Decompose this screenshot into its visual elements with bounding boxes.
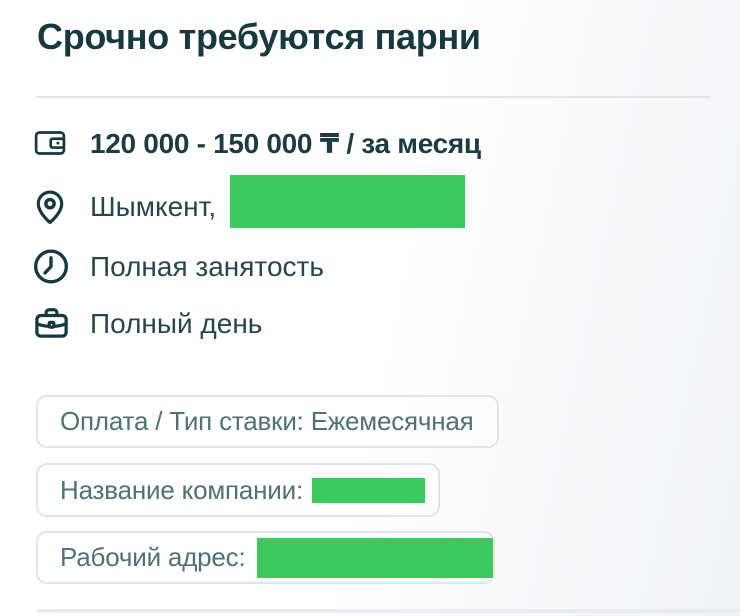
schedule-text: Полный день [90, 307, 263, 339]
salary-text: 120 000 - 150 000 ₸ / за месяц [90, 127, 481, 159]
location-row: Шымкент, [31, 175, 466, 231]
payment-type-chip: Оплата / Тип ставки: Ежемесячная [36, 395, 499, 448]
location-text: Шымкент, [90, 191, 217, 222]
briefcase-icon [31, 304, 72, 343]
page-title: Срочно требуются парни [37, 16, 481, 57]
location-pin-icon [31, 183, 72, 231]
employment-row: Полная занятость [31, 246, 324, 287]
redaction-block-address [256, 537, 493, 578]
salary-row: 120 000 - 150 000 ₸ / за месяц [31, 124, 481, 162]
company-name-label: Название компании: [60, 474, 303, 505]
work-address-label: Рабочий адрес: [60, 542, 246, 572]
schedule-row: Полный день [31, 304, 262, 343]
clock-icon [31, 246, 72, 287]
divider [36, 96, 711, 98]
payment-type-label: Оплата / Тип ставки: Ежемесячная [60, 406, 474, 436]
work-address-chip: Рабочий адрес: [36, 531, 495, 584]
section-divider [37, 609, 740, 613]
redaction-block-location [230, 175, 466, 228]
redaction-block-company [311, 477, 425, 503]
employment-text: Полная занятость [90, 250, 324, 282]
company-name-chip: Название компании: [36, 463, 440, 517]
wallet-icon [31, 126, 72, 160]
